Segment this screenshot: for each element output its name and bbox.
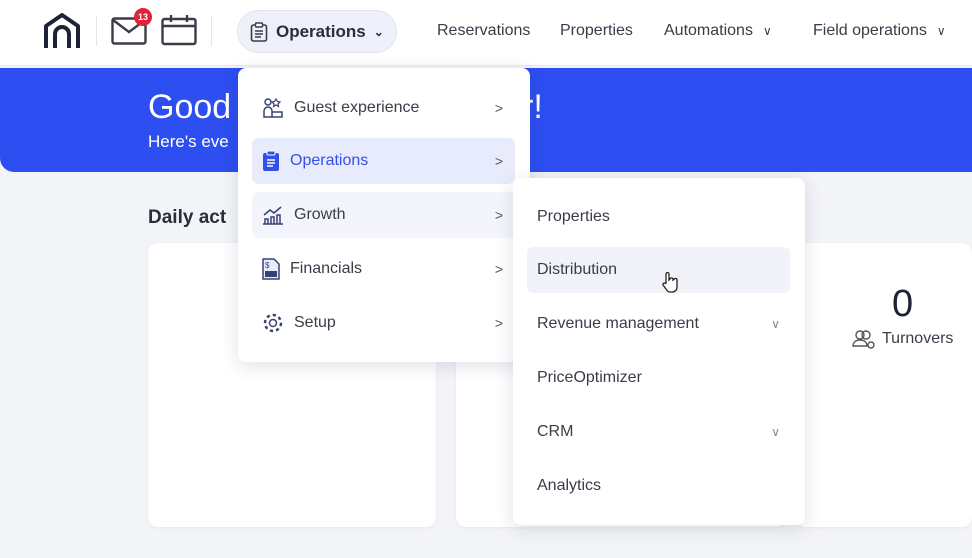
chevron-right-icon: > [494, 261, 503, 277]
menu-item-label: Operations [290, 152, 369, 169]
menu-item-label: Guest experience [294, 99, 420, 116]
clipboard-icon [250, 21, 268, 42]
chevron-right-icon: > [494, 153, 503, 169]
turnovers-card[interactable]: 0 Turnovers [796, 243, 972, 527]
nav-label: Reservations [437, 22, 531, 39]
nav-reservations[interactable]: Reservations [437, 22, 530, 40]
nav-field-operations[interactable]: Field operations ∨ [813, 22, 946, 40]
nav-label: Field operations [813, 22, 927, 39]
submenu-item-label: PriceOptimizer [537, 369, 642, 386]
submenu-item-crm[interactable]: CRM ∨ [527, 409, 790, 455]
submenu-item-label: Properties [537, 208, 610, 225]
chevron-right-icon: > [494, 315, 503, 331]
nav-label: Properties [560, 22, 633, 39]
turnovers-label: Turnovers [882, 330, 954, 347]
submenu-item-analytics[interactable]: Analytics [527, 463, 790, 509]
submenu-item-revenue-management[interactable]: Revenue management ∨ [527, 301, 790, 347]
chevron-right-icon: > [494, 100, 503, 116]
menu-item-label: Setup [294, 314, 336, 331]
chevron-down-icon: ∨ [771, 425, 780, 439]
section-switcher-label: Operations [276, 21, 366, 41]
top-header: 13 Operations ⌄ Reservations Properties … [0, 0, 972, 66]
turnovers-value: 0 [892, 283, 914, 325]
banner-subtitle: Here's eve [148, 132, 229, 151]
submenu-item-label: Analytics [537, 477, 602, 494]
invoice-icon: $ [262, 258, 280, 280]
nav-properties[interactable]: Properties [560, 22, 633, 40]
svg-text:$: $ [265, 261, 270, 270]
chevron-down-icon: ∨ [936, 24, 946, 38]
submenu-item-distribution[interactable]: Distribution [527, 247, 790, 293]
chevron-right-icon: > [494, 207, 503, 223]
section-title: Daily act [148, 207, 227, 228]
nav-automations[interactable]: Automations ∨ [664, 22, 772, 40]
menu-item-guest-experience[interactable]: Guest experience > [252, 85, 515, 131]
guest-icon [262, 97, 284, 119]
users-sync-icon [852, 329, 876, 349]
banner-title: Good [148, 88, 232, 126]
submenu-item-priceoptimizer[interactable]: PriceOptimizer [527, 355, 790, 401]
menu-item-setup[interactable]: Setup > [252, 300, 515, 346]
menu-item-label: Growth [294, 206, 346, 223]
growth-chart-icon [262, 205, 284, 225]
menu-item-growth[interactable]: Growth > [252, 192, 515, 238]
menu-item-financials[interactable]: $ Financials > [252, 246, 515, 292]
nav-label: Automations [664, 22, 753, 39]
hand-pointer-cursor-icon [661, 271, 679, 293]
chevron-down-icon: ∨ [762, 24, 772, 38]
operations-submenu: Properties Distribution Revenue manageme… [513, 178, 805, 525]
section-switcher-button[interactable]: Operations ⌄ [237, 10, 397, 53]
submenu-item-label: Revenue management [537, 315, 699, 332]
clipboard-icon [262, 150, 280, 172]
menu-item-label: Financials [290, 260, 363, 277]
chevron-down-icon: ⌄ [373, 24, 384, 39]
submenu-item-label: Distribution [537, 261, 618, 278]
menu-item-operations[interactable]: Operations > [252, 138, 515, 184]
submenu-item-label: CRM [537, 423, 574, 440]
main-menu-dropdown: Guest experience > Operations > Growth > $ … [238, 68, 530, 362]
home-logo-icon[interactable] [42, 12, 82, 50]
notification-badge: 13 [134, 8, 152, 26]
submenu-item-properties[interactable]: Properties [527, 194, 790, 240]
gear-icon [262, 312, 284, 334]
calendar-icon[interactable] [161, 14, 197, 46]
chevron-down-icon: ∨ [771, 317, 780, 331]
